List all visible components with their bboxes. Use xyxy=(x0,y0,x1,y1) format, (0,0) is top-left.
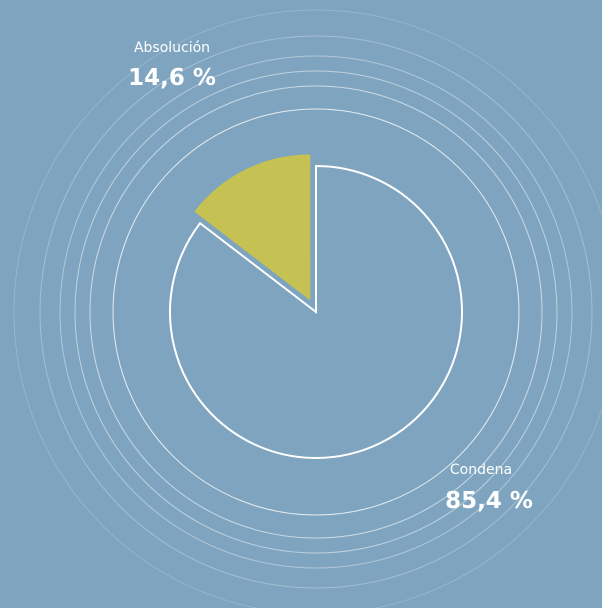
pie-slice xyxy=(194,154,311,301)
ring xyxy=(112,108,520,516)
pie-slice xyxy=(169,164,463,459)
slice-name: Absolución xyxy=(134,40,210,56)
ring xyxy=(59,55,573,569)
slice-value: 14,6 % xyxy=(128,65,216,91)
ring xyxy=(13,9,602,608)
ring xyxy=(39,35,593,589)
slice-name: Condena xyxy=(450,462,512,478)
ring xyxy=(74,70,558,554)
ring xyxy=(89,85,543,539)
slice-value: 85,4 % xyxy=(445,488,533,514)
rings xyxy=(13,9,602,608)
